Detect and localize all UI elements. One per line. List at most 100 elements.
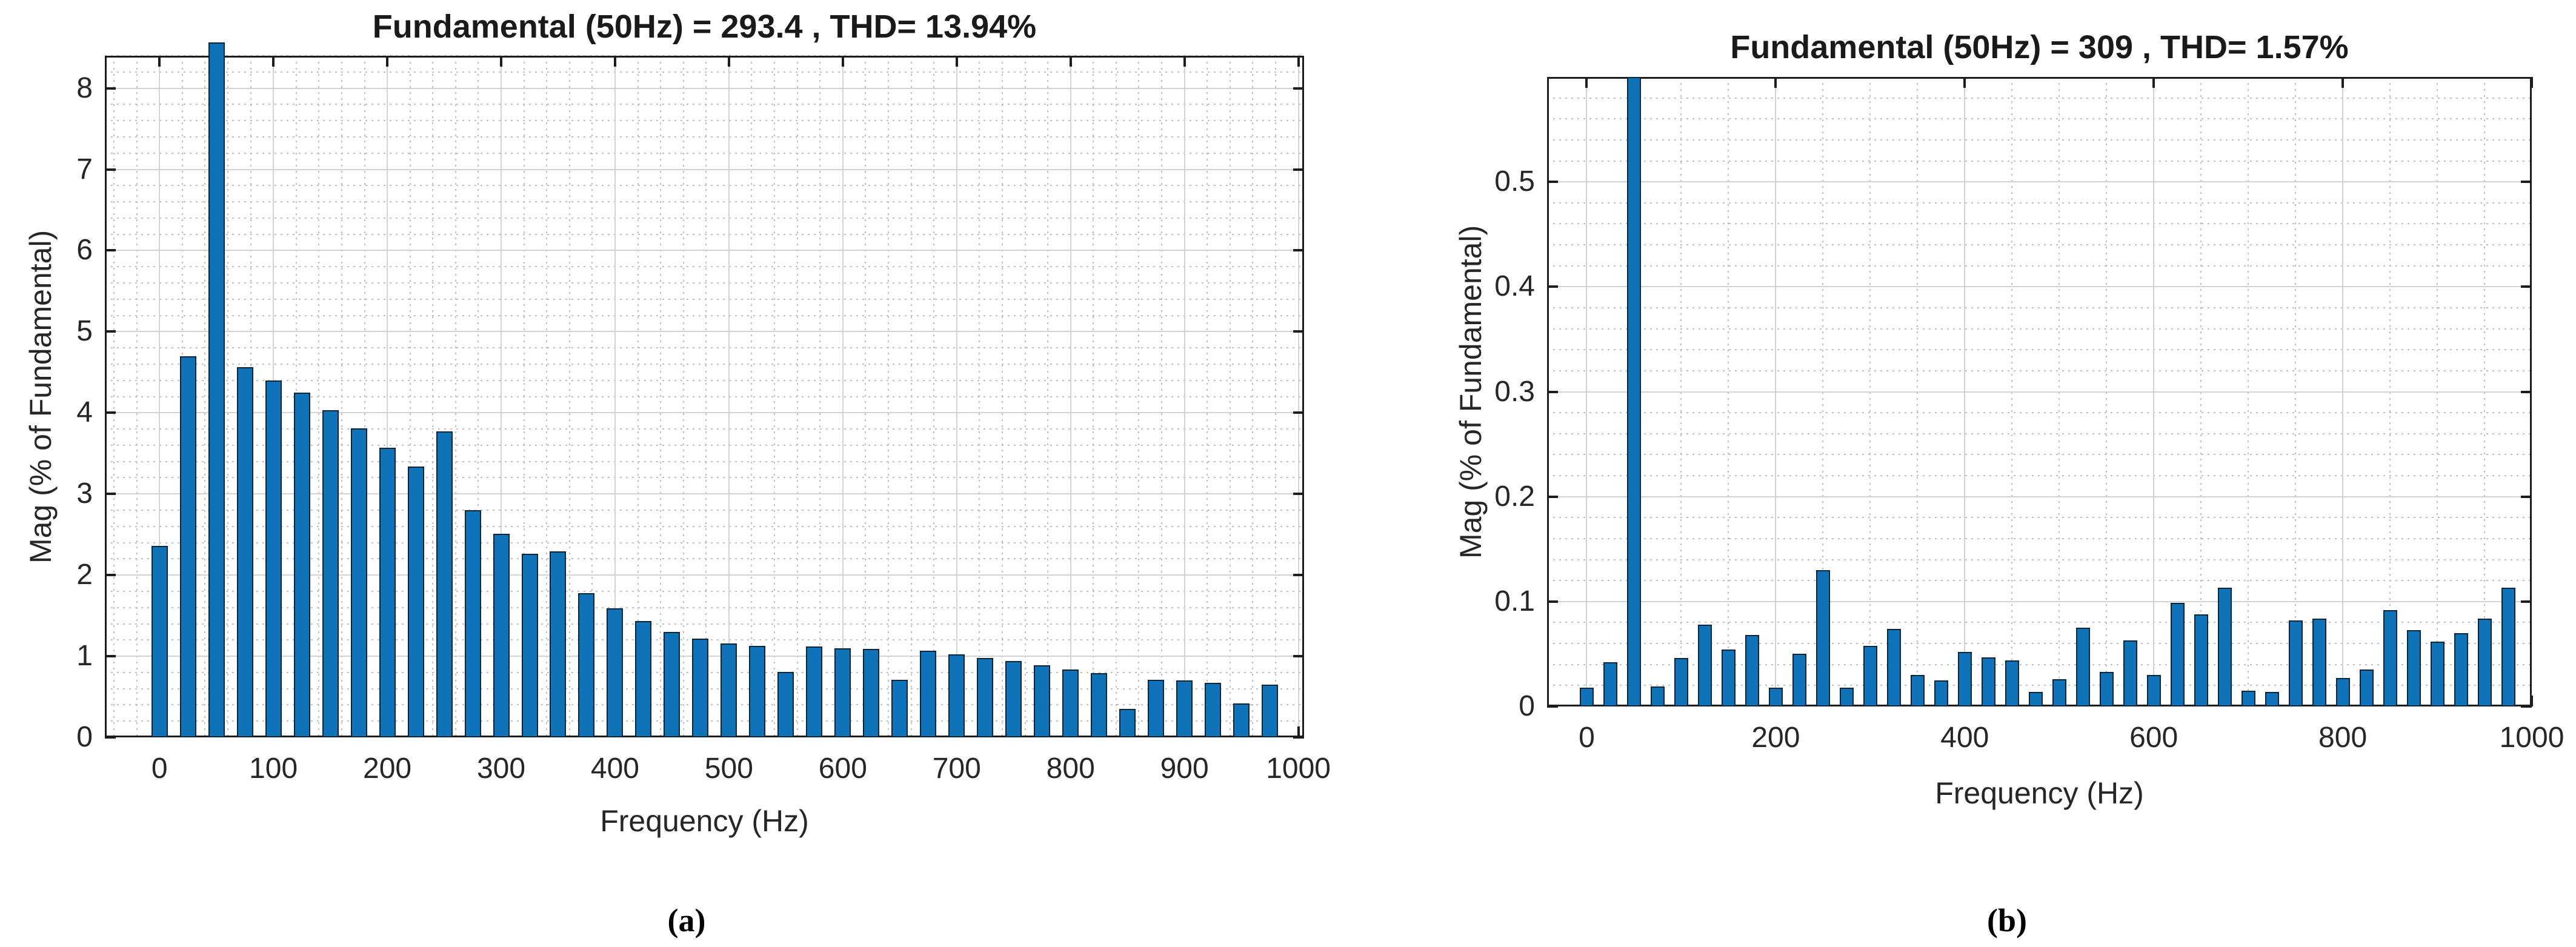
bar (2335, 678, 2350, 706)
minor-gridline-y (105, 460, 1304, 462)
y-tick-mark (105, 168, 116, 171)
y-tick-label: 7 (76, 153, 93, 185)
y-tick-mark (105, 655, 116, 658)
y-tick-label: 0.5 (1494, 165, 1535, 198)
chart-b-x-axis-label: Frequency (Hz) (1935, 776, 2144, 810)
minor-gridline-y (105, 606, 1304, 608)
y-tick-mark (105, 736, 116, 739)
x-tick-label: 600 (818, 753, 867, 785)
major-gridline-x (728, 56, 730, 737)
bar (1768, 687, 1783, 706)
bar (1148, 679, 1165, 737)
bar (550, 551, 567, 737)
minor-gridline-y (1547, 118, 2532, 120)
x-tick-label: 800 (2318, 722, 2368, 754)
bar (350, 428, 367, 737)
chart-b-plot-area (1547, 77, 2533, 708)
major-gridline-y (1547, 496, 2532, 497)
bar (2265, 691, 2279, 706)
minor-gridline-y (105, 201, 1304, 203)
minor-gridline-y (1547, 537, 2532, 539)
major-gridline-y (105, 250, 1304, 251)
minor-gridline-y (1547, 559, 2532, 560)
bar (1745, 635, 1759, 706)
x-tick-label: 400 (590, 753, 639, 785)
minor-gridline-y (1547, 328, 2532, 330)
y-tick-mark (1293, 330, 1304, 333)
major-gridline-y (105, 168, 1304, 170)
minor-gridline-y (1547, 622, 2532, 623)
x-tick-label: 0 (151, 753, 168, 785)
y-tick-mark (2521, 390, 2532, 393)
x-tick-label: 1000 (1266, 753, 1331, 785)
bar (1062, 669, 1079, 737)
x-tick-label: 200 (1751, 722, 1800, 754)
minor-gridline-y (1547, 580, 2532, 582)
bar (2241, 691, 2255, 706)
y-tick-mark (1293, 655, 1304, 658)
x-tick-label: 1000 (2499, 722, 2564, 754)
minor-gridline-y (105, 477, 1304, 479)
bar (977, 657, 994, 737)
y-tick-mark (105, 249, 116, 252)
minor-gridline-y (105, 347, 1304, 349)
bar (322, 410, 339, 737)
major-gridline-y (105, 331, 1304, 333)
y-tick-mark (2521, 495, 2532, 498)
x-tick-label: 700 (932, 753, 981, 785)
y-tick-mark (1547, 495, 1558, 498)
minor-gridline-y (105, 120, 1304, 122)
bar (2383, 610, 2397, 706)
y-tick-label: 0.3 (1494, 375, 1535, 408)
minor-gridline-y (1547, 517, 2532, 519)
minor-gridline-y (1547, 685, 2532, 686)
minor-gridline-y (105, 590, 1304, 592)
y-tick-label: 0 (76, 721, 93, 753)
bar (493, 533, 510, 737)
y-tick-label: 3 (76, 477, 93, 510)
minor-gridline-y (1547, 265, 2532, 267)
bar (407, 466, 424, 737)
x-tick-label: 0 (1579, 722, 1595, 754)
x-tick-mark (727, 56, 730, 67)
minor-gridline-y (105, 152, 1304, 154)
minor-gridline-y (105, 444, 1304, 446)
y-tick-label: 5 (76, 315, 93, 348)
bar (1934, 680, 1948, 706)
major-gridline-y (105, 574, 1304, 576)
minor-gridline-y (1547, 412, 2532, 414)
x-tick-mark (386, 56, 389, 67)
bar (777, 671, 794, 737)
bar (1603, 662, 1617, 706)
bar (464, 510, 481, 737)
bar (436, 431, 453, 737)
minor-gridline-y (105, 71, 1304, 73)
bar (1091, 673, 1108, 737)
bar (2170, 602, 2185, 706)
y-tick-mark (1293, 736, 1304, 739)
minor-gridline-y (105, 314, 1304, 316)
minor-gridline-y (1547, 349, 2532, 351)
minor-gridline-y (105, 379, 1304, 381)
x-tick-label: 900 (1160, 753, 1209, 785)
x-tick-mark (272, 56, 275, 67)
y-tick-mark (1547, 390, 1558, 393)
x-tick-mark (158, 56, 161, 67)
bar (521, 554, 538, 737)
bar (1005, 661, 1022, 737)
bar (379, 447, 396, 737)
major-gridline-x (1183, 56, 1185, 737)
minor-gridline-y (105, 510, 1304, 511)
bar (863, 649, 880, 737)
minor-gridline-y (105, 558, 1304, 560)
x-tick-mark (1585, 77, 1588, 88)
minor-gridline-y (105, 542, 1304, 543)
minor-gridline-y (1547, 643, 2532, 645)
major-gridline-y (1547, 600, 2532, 602)
bar (2075, 628, 2090, 706)
minor-gridline-y (105, 282, 1304, 284)
bar (2359, 670, 2374, 706)
chart-a-plot-area (105, 42, 1304, 739)
y-tick-mark (105, 411, 116, 414)
x-tick-mark (1774, 77, 1777, 88)
